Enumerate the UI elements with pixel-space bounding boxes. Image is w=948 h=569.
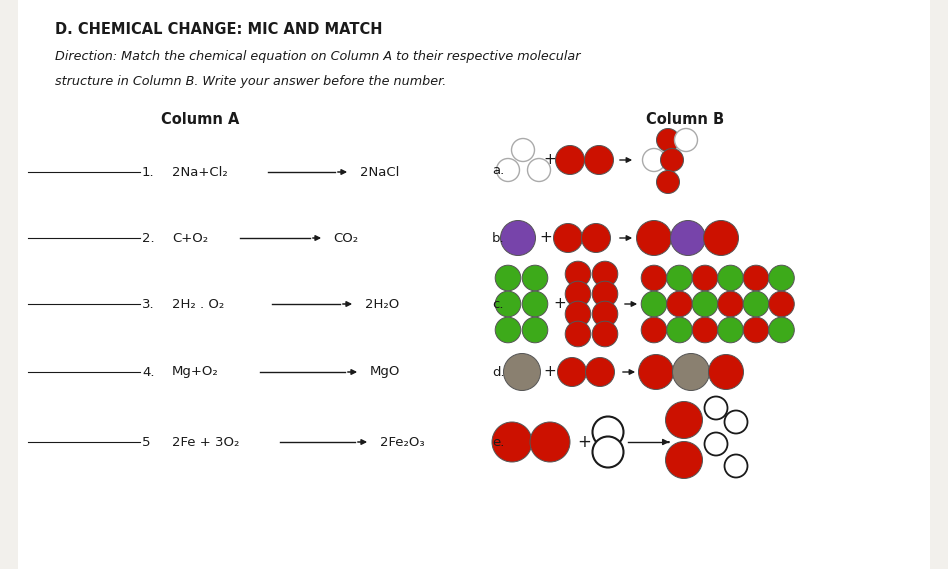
Circle shape [592,261,618,287]
Text: 2.: 2. [142,232,155,245]
Circle shape [522,291,548,317]
Circle shape [743,317,769,343]
Circle shape [692,291,718,317]
Text: a.: a. [492,163,504,176]
Circle shape [743,265,769,291]
Circle shape [495,265,520,291]
Circle shape [718,317,743,343]
Circle shape [495,291,520,317]
Circle shape [718,291,743,317]
Circle shape [522,265,548,291]
Text: b.: b. [492,232,504,245]
Circle shape [692,317,718,343]
Text: 2Fe + 3O₂: 2Fe + 3O₂ [172,435,240,448]
Circle shape [666,291,692,317]
Circle shape [666,265,692,291]
Circle shape [592,321,618,347]
Circle shape [703,221,738,255]
Text: Mg+O₂: Mg+O₂ [172,365,219,378]
Text: 2Fe₂O₃: 2Fe₂O₃ [380,435,425,448]
Circle shape [724,410,748,434]
Circle shape [643,149,665,171]
Text: Direction: Match the chemical equation on Column A to their respective molecular: Direction: Match the chemical equation o… [55,50,580,63]
Circle shape [718,265,743,291]
Circle shape [724,455,748,477]
Circle shape [639,354,673,390]
Text: +: + [543,365,556,380]
Text: C+O₂: C+O₂ [172,232,209,245]
Circle shape [657,171,680,193]
Circle shape [665,402,702,439]
Circle shape [565,261,591,287]
Circle shape [641,265,666,291]
Circle shape [527,159,551,182]
Circle shape [585,146,613,175]
Circle shape [592,417,624,447]
Circle shape [665,442,702,479]
Text: 2Na+Cl₂: 2Na+Cl₂ [172,166,228,179]
Text: MgO: MgO [370,365,400,378]
Circle shape [641,291,666,317]
Circle shape [670,221,705,255]
Circle shape [641,317,666,343]
Text: structure in Column B. Write your answer before the number.: structure in Column B. Write your answer… [55,75,447,88]
Circle shape [769,291,794,317]
Circle shape [501,221,536,255]
Text: D. CHEMICAL CHANGE: MIC AND MATCH: D. CHEMICAL CHANGE: MIC AND MATCH [55,22,382,37]
Text: Column B: Column B [646,112,724,127]
Circle shape [565,281,591,307]
Circle shape [692,265,718,291]
Text: c.: c. [492,298,503,311]
Circle shape [666,317,692,343]
Circle shape [557,357,587,386]
Circle shape [503,353,540,390]
Text: d.: d. [492,365,504,378]
Circle shape [657,129,680,151]
Circle shape [592,436,624,468]
Circle shape [769,265,794,291]
Circle shape [661,149,684,171]
Circle shape [704,432,727,456]
Text: +: + [539,230,553,245]
Text: Column A: Column A [161,112,239,127]
Circle shape [556,146,585,175]
Circle shape [592,301,618,327]
Circle shape [565,301,591,327]
Circle shape [586,357,614,386]
Text: +: + [554,296,566,311]
Text: 3.: 3. [142,298,155,311]
Text: 5: 5 [142,435,151,448]
Circle shape [492,422,532,462]
Circle shape [708,354,743,390]
Circle shape [769,317,794,343]
Text: e.: e. [492,435,504,448]
Circle shape [522,317,548,343]
Circle shape [636,221,671,255]
Circle shape [497,159,520,182]
Circle shape [704,397,727,419]
Circle shape [674,129,698,151]
Circle shape [565,321,591,347]
Circle shape [672,353,709,390]
Text: 4.: 4. [142,365,155,378]
Circle shape [592,281,618,307]
Circle shape [743,291,769,317]
Circle shape [495,317,520,343]
Circle shape [512,138,535,162]
Circle shape [581,224,611,253]
Text: 2NaCl: 2NaCl [360,166,399,179]
Text: +: + [543,152,556,167]
Text: 1.: 1. [142,166,155,179]
Text: 2H₂O: 2H₂O [365,298,399,311]
Text: CO₂: CO₂ [333,232,358,245]
Circle shape [530,422,570,462]
Text: 2H₂ . O₂: 2H₂ . O₂ [172,298,225,311]
Circle shape [554,224,582,253]
Text: +: + [577,433,591,451]
